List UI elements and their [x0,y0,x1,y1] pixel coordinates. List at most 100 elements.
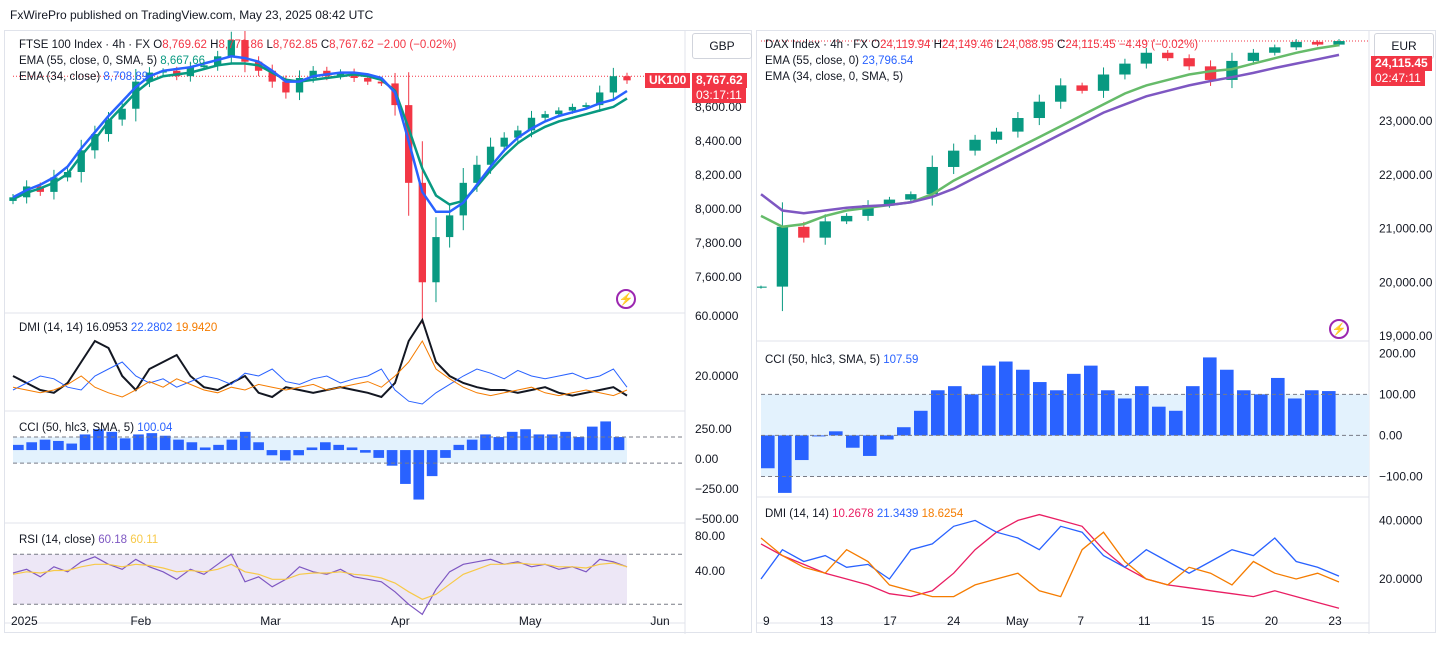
ftse-candle [377,81,386,84]
cci-bar [119,438,131,451]
countdown-badge: 03:17:11 [692,88,746,103]
dmi-tick: 60.0000 [695,309,739,323]
cci-bar [1101,390,1115,436]
dmi-line [760,531,1340,598]
time-tick: 9 [763,614,770,628]
dax-candle [1183,58,1195,67]
ftse-candle [336,72,345,77]
lightning-icon[interactable]: ⚡ [1329,319,1349,339]
ftse-candle [282,81,290,93]
cci-tick: 100.00 [1379,387,1416,401]
cci-bar [320,442,331,451]
cci-bar [520,429,531,451]
cci-bar [39,439,51,451]
dax-chart-panel[interactable]: 23,000.00 22,000.00 21,000.00 20,000.00 19,0… [756,30,1436,634]
dax-candle [969,139,981,151]
cci-bar [453,444,465,451]
dax-candle [798,226,810,238]
dax-candle [862,205,874,216]
rsi-tick: 40.00 [695,564,725,578]
dax-candle [947,150,960,167]
price-tick: 8,600.00 [695,100,742,114]
cci-tick: −250.00 [695,482,739,496]
ftse-candle [568,106,577,111]
cci-bar [266,450,278,456]
cci-legend: CCI (50, hlc3, SMA, 5) 107.59 [765,354,918,366]
dax-candle [1033,101,1045,119]
dax-candle [1269,47,1281,53]
ema34-legend: EMA (34, close, 0, SMA, 5) [765,71,903,83]
cci-bar [426,450,438,477]
cci-bar [413,450,425,500]
cci-bar [1237,390,1251,436]
cci-bar [863,435,877,456]
cci-bar [573,437,585,451]
cci-bar [795,435,809,461]
dmi-line [760,513,1340,609]
cci-bar [1288,398,1302,436]
ftse-candle [104,119,113,135]
ema55-legend: EMA (55, close, 0, SMA, 5) 8,667.66 [19,55,205,67]
cci-bar [1186,386,1200,436]
time-tick: 23 [1328,614,1342,628]
time-tick: 7 [1077,614,1084,628]
dax-candle [1311,41,1324,45]
cci-legend: CCI (50, hlc3, SMA, 5) 100.04 [19,422,173,434]
cci-bar [133,434,144,451]
cci-bar [846,435,860,448]
dax-candle [1204,66,1217,80]
ftse-chart-svg[interactable]: 8,600.00 8,400.00 8,200.00 8,000.00 7,800.00… [5,31,753,634]
cci-bar [613,437,625,451]
dax-candle [1055,85,1067,102]
cci-bar [186,442,198,451]
cci-tick: 250.00 [695,422,732,436]
cci-bar [533,434,545,451]
cci-bar [213,444,224,451]
cci-bar [1016,369,1030,436]
cci-bar [106,431,118,451]
ftse-chart-panel[interactable]: 8,600.00 8,400.00 8,200.00 8,000.00 7,800.00… [4,30,753,634]
price-tick: 8,200.00 [695,168,742,182]
price-tick: 8,400.00 [695,134,742,148]
cci-bar [1084,365,1098,436]
cci-tick: 0.00 [695,452,719,466]
dax-candle [1226,60,1238,80]
dax-candle [1012,118,1024,132]
dax-candle [926,166,938,195]
currency-selector[interactable]: GBP [692,33,752,59]
dax-candle [1247,52,1260,61]
ema-line [760,53,1340,215]
cci-bar [13,444,24,451]
time-tick: Feb [130,614,151,628]
cci-bar [560,431,571,451]
cci-bar [761,435,775,469]
ftse-candle [227,40,235,57]
cci-bar [778,435,792,493]
dax-candle [1290,41,1302,48]
cci-bar [346,447,358,451]
ftse-candle [9,197,17,201]
time-tick: 24 [947,614,961,628]
time-tick: Apr [391,614,410,628]
dax-chart-svg[interactable]: 23,000.00 22,000.00 21,000.00 20,000.00 19,0… [757,31,1436,634]
dax-candle [1333,41,1345,45]
cci-bar [306,447,318,451]
cci-bar [226,439,238,451]
currency-selector[interactable]: EUR [1374,33,1434,59]
cci-bar [1152,406,1166,436]
cci-bar [79,434,91,451]
ema-line [12,62,628,206]
lightning-icon[interactable]: ⚡ [616,289,636,309]
cci-bar [1169,410,1183,436]
cci-tick: −500.00 [695,512,739,526]
dax-candle [1140,52,1153,64]
cci-bar [480,434,491,451]
cci-bar [999,361,1013,436]
dax-candle [990,131,1003,140]
cci-bar [1220,369,1234,436]
time-tick: 11 [1138,614,1151,628]
cci-bar [440,450,451,458]
cci-bar [1322,391,1336,436]
ftse-candle [555,110,563,115]
cci-bar [173,439,184,451]
